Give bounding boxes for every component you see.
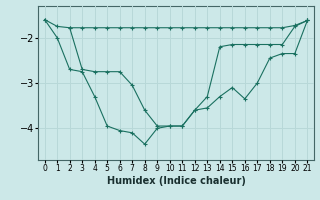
X-axis label: Humidex (Indice chaleur): Humidex (Indice chaleur)	[107, 176, 245, 186]
